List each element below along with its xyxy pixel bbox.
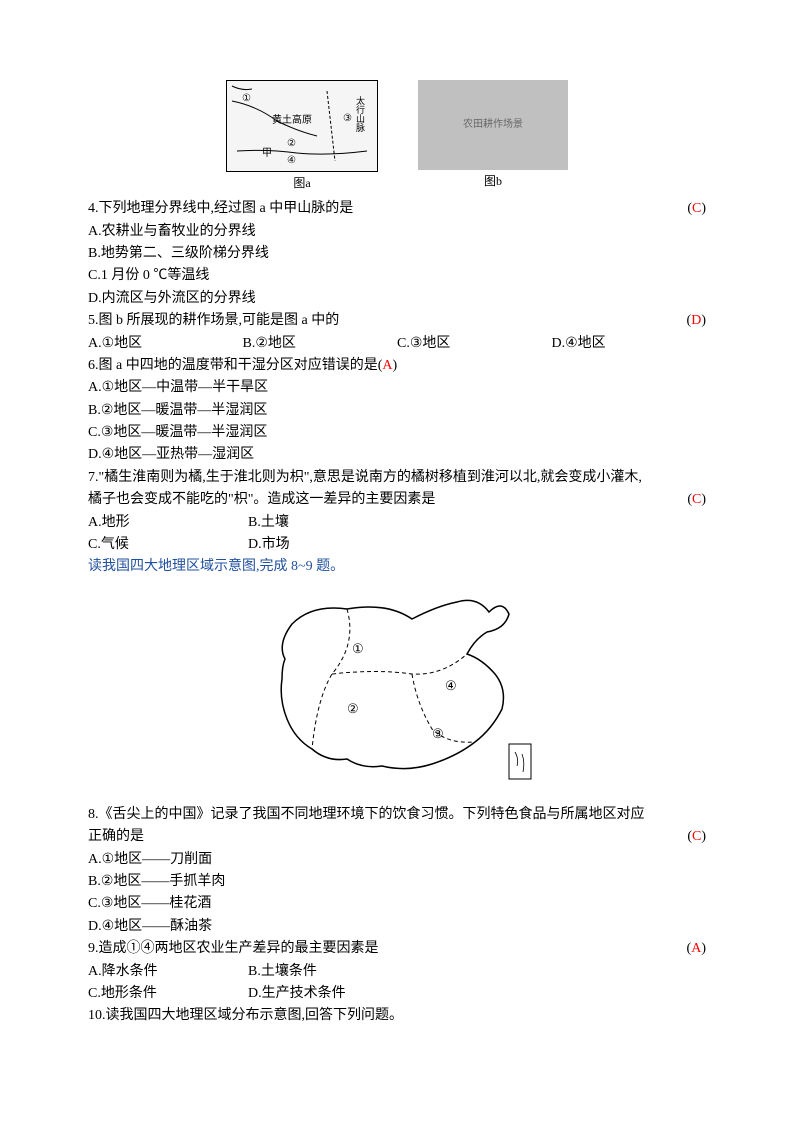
q9-opt-c: C.地形条件 [88,983,248,1005]
figure-a-caption: 图a [226,174,378,193]
q8-answer: C [692,829,701,844]
region-3: ③ [432,724,444,745]
q9-options-row1: A.降水条件 B.土壤条件 [88,961,706,983]
q7-opt-a: A.地形 [88,512,248,534]
q8-opt-a: A.①地区——刀削面 [88,849,706,871]
q8-answer-wrap: (C) [687,826,706,848]
q9-answer: A [691,941,701,956]
q6-opt-c: C.③地区—暖温带—半湿润区 [88,422,706,444]
region-2: ② [347,699,359,720]
instruction1: 读我国四大地理区域示意图,完成 8~9 题。 [88,556,706,578]
q4-answer: C [692,201,701,216]
q4-line: 4.下列地理分界线中,经过图 a 中甲山脉的是 (C) [88,198,706,220]
q9-line: 9.造成①④两地区农业生产差异的最主要因素是 (A) [88,938,706,960]
q9-opt-b: B.土壤条件 [248,961,408,983]
q9-opt-d: D.生产技术条件 [248,983,408,1005]
map-a-image: ① 黄土高原 太行山脉 ③ ② 甲 ④ [226,80,378,172]
q6-opt-a: A.①地区—中温带—半干旱区 [88,377,706,399]
q8-opt-d: D.④地区——酥油茶 [88,916,706,938]
q8-line2: 正确的是 (C) [88,826,706,848]
q9-opt-a: A.降水条件 [88,961,248,983]
q4-opt-c: C.1 月份 0 ℃等温线 [88,265,706,287]
q8-opt-c: C.③地区——桂花酒 [88,893,706,915]
q10-text: 10.读我国四大地理区域分布示意图,回答下列问题。 [88,1005,706,1027]
q7-options-row1: A.地形 B.土壤 [88,512,706,534]
q5-opt-b: B.②地区 [243,333,398,355]
q8-text2: 正确的是 [88,826,687,848]
q5-text: 5.图 b 所展现的耕作场景,可能是图 a 中的 [88,310,687,332]
q7-line2: 橘子也会变成不能吃的"枳"。造成这一差异的主要因素是 (C) [88,489,706,511]
q9-answer-wrap: (A) [687,938,706,960]
q5-opt-a: A.①地区 [88,333,243,355]
q7-answer-wrap: (C) [687,489,706,511]
q7-text2: 橘子也会变成不能吃的"枳"。造成这一差异的主要因素是 [88,489,687,511]
q6-line: 6.图 a 中四地的温度带和干湿分区对应错误的是(A) [88,355,706,377]
figure-b-caption: 图b [418,172,568,191]
q8-opt-b: B.②地区——手抓羊肉 [88,871,706,893]
china-map: ① ② ③ ④ [257,584,537,794]
figure-row: ① 黄土高原 太行山脉 ③ ② 甲 ④ 图a [88,80,706,193]
q8-line1: 8.《舌尖上的中国》记录了我国不同地理环境下的饮食习惯。下列特色食品与所属地区对… [88,804,706,826]
q9-options-row2: C.地形条件 D.生产技术条件 [88,983,706,1005]
q6-opt-b: B.②地区—暖温带—半湿润区 [88,400,706,422]
figure-a: ① 黄土高原 太行山脉 ③ ② 甲 ④ 图a [226,80,378,193]
q5-answer: D [691,313,701,328]
q4-opt-b: B.地势第二、三级阶梯分界线 [88,243,706,265]
q9-text: 9.造成①④两地区农业生产差异的最主要因素是 [88,938,687,960]
photo-b-image: 农田耕作场景 [418,80,568,170]
q5-answer-wrap: (D) [687,310,706,332]
q7-opt-c: C.气候 [88,534,248,556]
q6-answer: A [382,358,392,373]
q4-answer-wrap: (C) [687,198,706,220]
q7-answer: C [692,492,701,507]
q5-opt-d: D.④地区 [552,333,707,355]
q6-opt-d: D.④地区—亚热带—湿润区 [88,444,706,466]
figure-b: 农田耕作场景 图b [418,80,568,193]
q7-line1: 7."橘生淮南则为橘,生于淮北则为枳",意思是说南方的橘树移植到淮河以北,就会变… [88,467,706,489]
region-4: ④ [445,676,457,697]
q4-opt-a: A.农耕业与畜牧业的分界线 [88,221,706,243]
region-1: ① [352,639,364,660]
q7-opt-d: D.市场 [248,534,408,556]
q4-opt-d: D.内流区与外流区的分界线 [88,288,706,310]
q5-line: 5.图 b 所展现的耕作场景,可能是图 a 中的 (D) [88,310,706,332]
q5-options: A.①地区 B.②地区 C.③地区 D.④地区 [88,333,706,355]
q4-text: 4.下列地理分界线中,经过图 a 中甲山脉的是 [88,198,687,220]
q7-opt-b: B.土壤 [248,512,408,534]
q5-opt-c: C.③地区 [397,333,552,355]
q6-text: 6.图 a 中四地的温度带和干湿分区对应错误的是 [88,358,378,373]
q7-options-row2: C.气候 D.市场 [88,534,706,556]
